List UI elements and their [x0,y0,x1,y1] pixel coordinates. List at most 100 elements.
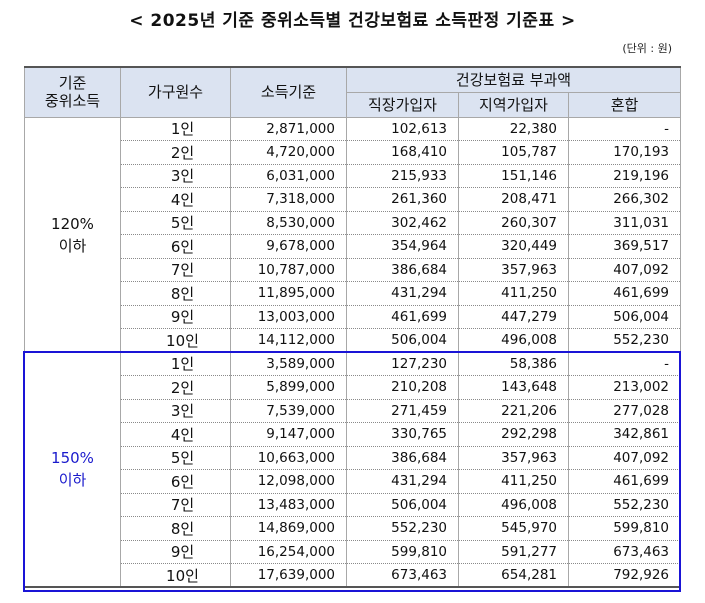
table-row: 2인 5,899,000 210,208 143,648 213,002 [25,375,682,400]
income-cell: 6,031,000 [230,164,347,188]
table-row: 9인 13,003,000 461,699 447,279 506,004 [25,305,682,329]
mixed-premium-cell: 342,861 [567,422,682,447]
mixed-premium-cell: 407,092 [567,446,682,470]
income-cell: 2,871,000 [230,117,347,141]
table-row: 8인 11,895,000 431,294 411,250 461,699 [25,281,682,306]
regional-premium-cell: 447,279 [458,305,569,329]
table-row: 7인 10,787,000 386,684 357,963 407,092 [25,258,682,282]
mixed-premium-cell: 792,926 [567,563,682,588]
employee-premium-cell: 599,810 [346,540,459,564]
income-cell: 10,663,000 [230,446,347,470]
header-mixed: 혼합 [567,91,682,118]
mixed-premium-cell: 219,196 [567,164,682,188]
regional-premium-cell: 151,146 [458,164,569,188]
mixed-premium-cell: - [567,352,682,376]
header-premium: 건강보험료 부과액 [345,66,682,93]
group-label: 150% 이하 [24,352,121,588]
employee-premium-cell: 431,294 [346,469,459,494]
mixed-premium-cell: 552,230 [567,328,682,353]
household-cell: 1인 [120,352,231,376]
income-cell: 13,483,000 [230,493,347,517]
group-label-line: 150% [51,449,94,468]
regional-premium-cell: 143,648 [458,375,569,400]
household-cell: 2인 [120,140,231,165]
household-cell: 10인 [120,563,231,588]
household-cell: 10인 [120,328,231,353]
income-cell: 9,147,000 [230,422,347,447]
mixed-premium-cell: - [567,117,682,141]
table-body: 120% 이하 1인 2,871,000 102,613 22,380-2인 4,720,0… [24,117,682,588]
income-cell: 14,869,000 [230,516,347,541]
household-cell: 4인 [120,422,231,447]
regional-premium-cell: 320,449 [458,234,569,259]
household-cell: 1인 [120,117,231,141]
table-row: 9인 16,254,000 599,810 591,277 673,463 [25,540,682,564]
employee-premium-cell: 302,462 [346,211,459,235]
mixed-premium-cell: 552,230 [567,493,682,517]
income-cell: 13,003,000 [230,305,347,329]
income-cell: 4,720,000 [230,140,347,165]
mixed-premium-cell: 461,699 [567,469,682,494]
income-cell: 5,899,000 [230,375,347,400]
table-row: 3인 7,539,000 271,459 221,206 277,028 [25,399,682,423]
employee-premium-cell: 386,684 [346,258,459,282]
mixed-premium-cell: 673,463 [567,540,682,564]
employee-premium-cell: 127,230 [346,352,459,376]
regional-premium-cell: 654,281 [458,563,569,588]
group-label-line: 이하 [58,471,87,490]
header-regional: 지역가입자 [458,91,569,118]
mixed-premium-cell: 599,810 [567,516,682,541]
income-cell: 10,787,000 [230,258,347,282]
group-label: 120% 이하 [24,117,121,353]
household-cell: 3인 [120,399,231,423]
regional-premium-cell: 260,307 [458,211,569,235]
employee-premium-cell: 552,230 [346,516,459,541]
table-row: 6인 12,098,000 431,294 411,250 461,699 [25,469,682,494]
employee-premium-cell: 386,684 [346,446,459,470]
regional-premium-cell: 105,787 [458,140,569,165]
table-row: 8인 14,869,000 552,230 545,970 599,810 [25,516,682,541]
table-row: 7인 13,483,000 506,004 496,008 552,230 [25,493,682,517]
income-cell: 17,639,000 [230,563,347,588]
mixed-premium-cell: 266,302 [567,187,682,212]
table-row: 150% 이하 1인 3,589,000 127,230 58,386- [24,352,682,588]
employee-premium-cell: 354,964 [346,234,459,259]
regional-premium-cell: 591,277 [458,540,569,564]
regional-premium-cell: 357,963 [458,446,569,470]
regional-premium-cell: 221,206 [458,399,569,423]
regional-premium-cell: 411,250 [458,469,569,494]
employee-premium-cell: 330,765 [346,422,459,447]
header-median-income: 기준 중위소득 [24,66,121,118]
mixed-premium-cell: 170,193 [567,140,682,165]
page-title: < 2025년 기준 중위소득별 건강보험료 소득판정 기준표 > [129,11,576,31]
employee-premium-cell: 506,004 [346,493,459,517]
income-standard-table: 기준 중위소득 가구원수 소득기준 건강보험료 부과액 직장가입자 지역가입자 … [24,66,682,588]
regional-premium-cell: 22,380 [458,117,569,141]
regional-premium-cell: 496,008 [458,493,569,517]
mixed-premium-cell: 369,517 [567,234,682,259]
mixed-premium-cell: 506,004 [567,305,682,329]
mixed-premium-cell: 213,002 [567,375,682,400]
table-row: 10인 17,639,000 673,463 654,281 792,926 [25,563,682,588]
header-median-income-line2: 중위소득 [44,92,101,111]
household-cell: 8인 [120,516,231,541]
employee-premium-cell: 102,613 [346,117,459,141]
household-cell: 4인 [120,187,231,212]
income-cell: 11,895,000 [230,281,347,306]
household-cell: 5인 [120,211,231,235]
group-label-line: 이하 [58,236,87,255]
household-cell: 5인 [120,446,231,470]
employee-premium-cell: 461,699 [346,305,459,329]
table-row: 5인 8,530,000 302,462 260,307 311,031 [25,211,682,235]
employee-premium-cell: 168,410 [346,140,459,165]
regional-premium-cell: 357,963 [458,258,569,282]
table-row: 2인 4,720,000 168,410 105,787 170,193 [25,140,682,165]
header-income-standard: 소득기준 [230,66,347,118]
household-cell: 2인 [120,375,231,400]
income-cell: 3,589,000 [230,352,347,376]
regional-premium-cell: 208,471 [458,187,569,212]
mixed-premium-cell: 461,699 [567,281,682,306]
table-row: 4인 9,147,000 330,765 292,298 342,861 [25,422,682,447]
group-label-line: 120% [51,214,94,233]
income-cell: 7,539,000 [230,399,347,423]
